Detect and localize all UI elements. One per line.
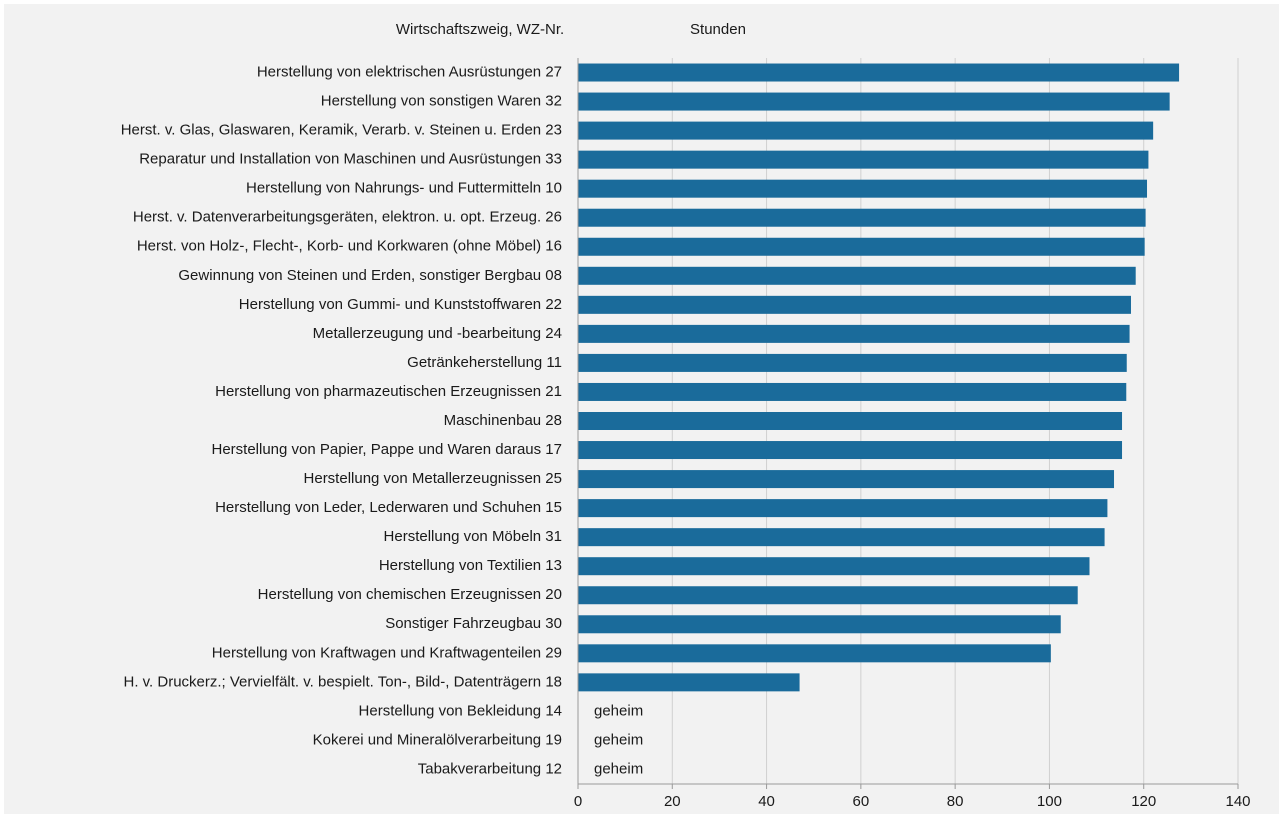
x-tick-label: 100 — [1037, 793, 1062, 810]
category-label: Herstellung von chemischen Erzeugnissen … — [258, 586, 562, 603]
category-label: Herstellung von Textilien 13 — [379, 557, 562, 574]
x-tick-label: 20 — [664, 793, 681, 810]
category-label: Herst. v. Glas, Glaswaren, Keramik, Vera… — [121, 122, 562, 139]
category-label: Herstellung von Leder, Lederwaren und Sc… — [215, 499, 562, 516]
bar — [578, 179, 1148, 198]
category-label: Herstellung von Kraftwagen und Kraftwage… — [212, 644, 562, 661]
bar — [578, 441, 1123, 460]
bar — [578, 470, 1115, 489]
category-label: Reparatur und Installation von Maschinen… — [139, 151, 562, 168]
bar — [578, 295, 1131, 314]
value-label: geheim — [594, 731, 643, 748]
category-label: Herstellung von Gummi- und Kunststoffwar… — [239, 296, 562, 313]
category-label: Metallerzeugung und -bearbeitung 24 — [313, 325, 562, 342]
x-tick-label: 40 — [758, 793, 775, 810]
category-label: Maschinenbau 28 — [444, 412, 562, 429]
category-label: Herst. von Holz-, Flecht-, Korb- und Kor… — [137, 238, 562, 255]
bar — [578, 412, 1123, 430]
bar — [578, 324, 1130, 343]
category-label: Getränkeherstellung 11 — [407, 354, 562, 371]
category-label: H. v. Druckerz.; Vervielfält. v. bespiel… — [123, 673, 562, 690]
category-label: Herstellung von Nahrungs- und Futtermitt… — [246, 180, 562, 197]
bar — [578, 673, 800, 692]
x-tick-label: 60 — [853, 793, 870, 810]
category-label: Herstellung von Metallerzeugnissen 25 — [304, 470, 562, 487]
value-header: Stunden — [690, 21, 746, 38]
category-label: Herstellung von Möbeln 31 — [384, 528, 562, 545]
category-label: Herstellung von Papier, Pappe und Waren … — [211, 441, 562, 458]
category-label: Tabakverarbeitung 12 — [418, 760, 562, 777]
x-tick-label: 140 — [1225, 793, 1250, 810]
bar — [578, 237, 1145, 256]
category-label: Herstellung von sonstigen Waren 32 — [321, 93, 562, 110]
bar — [578, 63, 1180, 82]
bar — [578, 557, 1090, 576]
bar — [578, 121, 1154, 140]
value-label: geheim — [594, 702, 643, 719]
bar — [578, 382, 1127, 401]
category-label: Sonstiger Fahrzeugbau 30 — [385, 615, 562, 632]
bar — [578, 353, 1127, 372]
category-label: Herstellung von Bekleidung 14 — [359, 702, 562, 719]
bar — [578, 644, 1051, 663]
value-label: geheim — [594, 760, 643, 777]
category-header: Wirtschaftszweig, WZ-Nr. — [396, 21, 564, 38]
bar — [578, 266, 1136, 285]
bar — [578, 499, 1108, 518]
bar — [578, 615, 1061, 634]
category-label: Herst. v. Datenverarbeitungsgeräten, ele… — [133, 209, 562, 226]
x-tick-label: 80 — [947, 793, 964, 810]
bar — [578, 150, 1149, 169]
bar — [578, 528, 1105, 547]
x-tick-label: 120 — [1131, 793, 1156, 810]
category-label: Herstellung von elektrischen Ausrüstunge… — [257, 63, 562, 80]
bar — [578, 208, 1146, 227]
bar — [578, 92, 1170, 111]
category-label: Herstellung von pharmazeutischen Erzeugn… — [215, 383, 562, 400]
category-label: Gewinnung von Steinen und Erden, sonstig… — [178, 267, 562, 284]
x-tick-label: 0 — [574, 793, 582, 810]
category-label: Kokerei und Mineralölverarbeitung 19 — [313, 731, 562, 748]
bar — [578, 586, 1078, 605]
